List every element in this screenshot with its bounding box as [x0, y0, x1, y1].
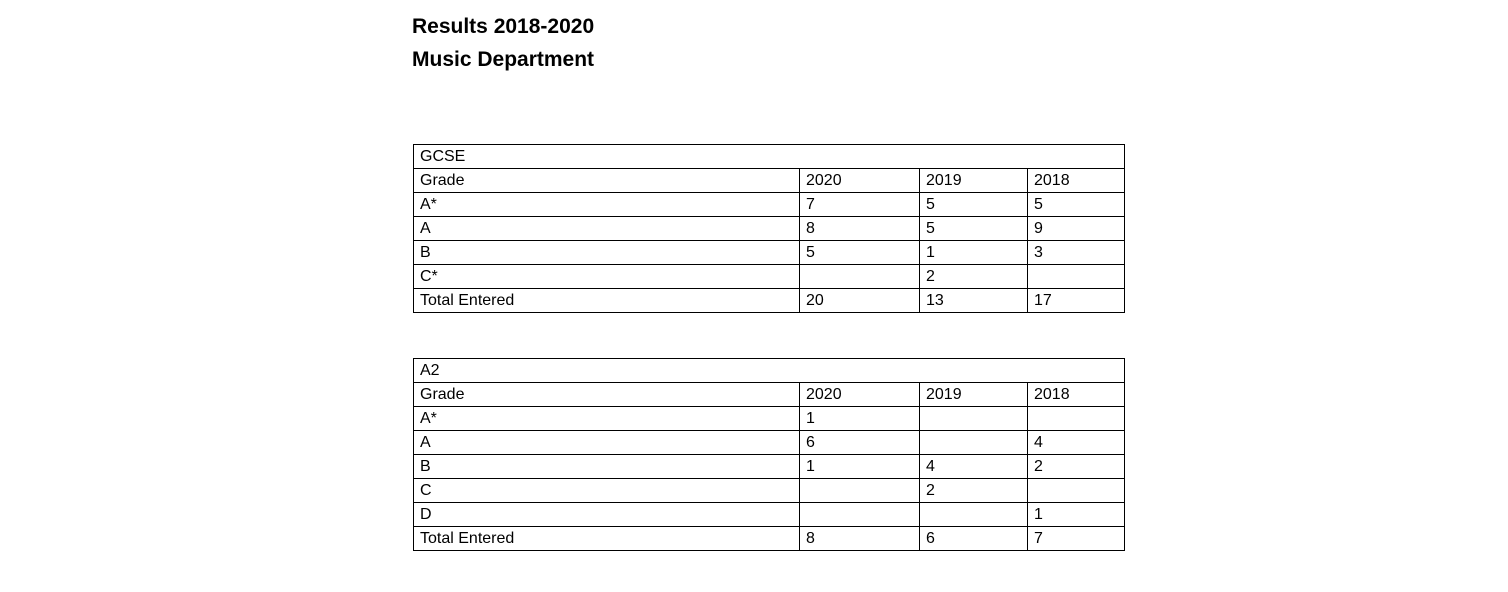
- value-cell: 4: [919, 454, 1028, 479]
- column-header-row: Grade 2020 2019 2018: [413, 168, 1125, 193]
- row-label-cell: C*: [413, 264, 800, 289]
- column-header-cell: 2019: [919, 168, 1028, 193]
- value-cell: [799, 478, 920, 503]
- value-cell: [919, 406, 1028, 431]
- table-title-cell: A2: [413, 358, 1125, 383]
- value-cell: 6: [799, 430, 920, 455]
- column-header-cell: 2020: [799, 168, 920, 193]
- value-cell: [799, 264, 920, 289]
- row-label-cell: A: [413, 430, 800, 455]
- row-label-cell: B: [413, 240, 800, 265]
- results-table-a2: A2 Grade 2020 2019 2018 A* 1 A 6 4 B 1 4 2 C 2 D 1 Total E…: [413, 358, 1125, 551]
- column-header-cell: 2018: [1027, 382, 1125, 407]
- table-row: A* 1: [413, 406, 1125, 431]
- column-header-cell: Grade: [413, 168, 800, 193]
- value-cell: 5: [919, 216, 1028, 241]
- value-cell: 8: [799, 216, 920, 241]
- column-header-row: Grade 2020 2019 2018: [413, 382, 1125, 407]
- value-cell: 9: [1027, 216, 1125, 241]
- value-cell: 2: [1027, 454, 1125, 479]
- value-cell: [919, 502, 1028, 527]
- row-label-cell: C: [413, 478, 800, 503]
- value-cell: [1027, 264, 1125, 289]
- column-header-cell: 2018: [1027, 168, 1125, 193]
- value-cell: 6: [919, 526, 1028, 551]
- row-label-cell: D: [413, 502, 800, 527]
- row-label-cell: Total Entered: [413, 526, 800, 551]
- row-label-cell: A*: [413, 406, 800, 431]
- value-cell: 4: [1027, 430, 1125, 455]
- table-title-row: GCSE: [413, 144, 1125, 169]
- page-title: Results 2018-2020 Music Department: [412, 10, 594, 76]
- value-cell: 1: [1027, 502, 1125, 527]
- table-row: C* 2: [413, 264, 1125, 289]
- table-title-row: A2: [413, 358, 1125, 383]
- table-row: A* 7 5 5: [413, 192, 1125, 217]
- value-cell: 20: [799, 288, 920, 313]
- table-row: Total Entered 8 6 7: [413, 526, 1125, 551]
- table-title-cell: GCSE: [413, 144, 1125, 169]
- value-cell: 7: [799, 192, 920, 217]
- value-cell: 5: [919, 192, 1028, 217]
- row-label-cell: A*: [413, 192, 800, 217]
- value-cell: 1: [919, 240, 1028, 265]
- value-cell: 17: [1027, 288, 1125, 313]
- column-header-cell: 2020: [799, 382, 920, 407]
- row-label-cell: Total Entered: [413, 288, 800, 313]
- column-header-cell: Grade: [413, 382, 800, 407]
- value-cell: [919, 430, 1028, 455]
- page-title-line1: Results 2018-2020: [412, 15, 595, 38]
- value-cell: 5: [799, 240, 920, 265]
- results-table-gcse: GCSE Grade 2020 2019 2018 A* 7 5 5 A 8 5 9 B 5 1 3 C* 2 Tot…: [413, 144, 1125, 313]
- value-cell: 7: [1027, 526, 1125, 551]
- value-cell: 2: [919, 264, 1028, 289]
- row-label-cell: B: [413, 454, 800, 479]
- value-cell: 13: [919, 288, 1028, 313]
- tables-container: GCSE Grade 2020 2019 2018 A* 7 5 5 A 8 5 9 B 5 1 3 C* 2 Tot…: [413, 144, 1125, 551]
- row-label-cell: A: [413, 216, 800, 241]
- value-cell: 3: [1027, 240, 1125, 265]
- value-cell: 2: [919, 478, 1028, 503]
- value-cell: [799, 502, 920, 527]
- value-cell: [1027, 406, 1125, 431]
- table-row: Total Entered 20 13 17: [413, 288, 1125, 313]
- value-cell: 1: [799, 454, 920, 479]
- page-title-line2: Music Department: [412, 48, 595, 71]
- value-cell: [1027, 478, 1125, 503]
- value-cell: 5: [1027, 192, 1125, 217]
- column-header-cell: 2019: [919, 382, 1028, 407]
- value-cell: 8: [799, 526, 920, 551]
- value-cell: 1: [799, 406, 920, 431]
